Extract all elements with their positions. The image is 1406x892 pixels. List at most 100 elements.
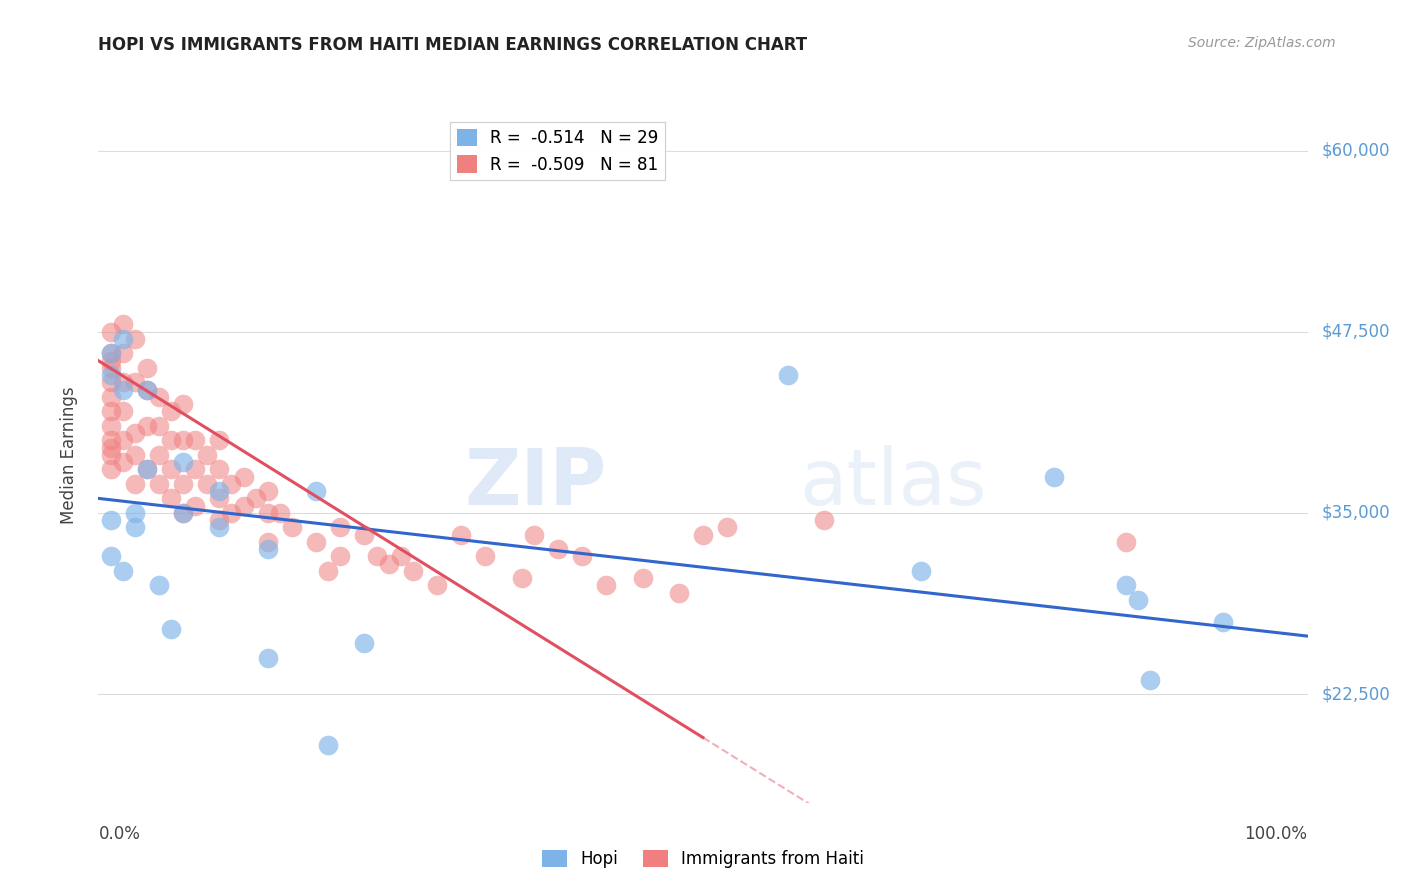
Point — [100, 462, 122, 476]
Point — [316, 564, 339, 578]
Point — [100, 549, 122, 564]
Point — [195, 448, 218, 462]
Point — [208, 513, 231, 527]
Point — [256, 535, 278, 549]
Text: Source: ZipAtlas.com: Source: ZipAtlas.com — [1188, 36, 1336, 50]
Point — [366, 549, 388, 564]
Point — [245, 491, 267, 506]
Text: $60,000: $60,000 — [1322, 142, 1391, 160]
Point — [160, 434, 183, 448]
Point — [135, 383, 157, 397]
Text: $22,500: $22,500 — [1322, 685, 1391, 703]
Point — [305, 484, 328, 499]
Point — [256, 506, 278, 520]
Point — [692, 527, 714, 541]
Text: 100.0%: 100.0% — [1244, 825, 1308, 843]
Point — [232, 469, 254, 483]
Point — [111, 376, 134, 390]
Point — [160, 622, 183, 636]
Point — [631, 571, 654, 585]
Point — [329, 549, 352, 564]
Point — [148, 419, 170, 434]
Point — [184, 499, 207, 513]
Point — [510, 571, 533, 585]
Point — [1115, 578, 1137, 592]
Point — [389, 549, 412, 564]
Point — [776, 368, 799, 383]
Point — [221, 506, 243, 520]
Point — [305, 535, 328, 549]
Point — [148, 390, 170, 404]
Text: HOPI VS IMMIGRANTS FROM HAITI MEDIAN EARNINGS CORRELATION CHART: HOPI VS IMMIGRANTS FROM HAITI MEDIAN EAR… — [98, 36, 807, 54]
Point — [595, 578, 617, 592]
Point — [402, 564, 425, 578]
Point — [100, 368, 122, 383]
Point — [910, 564, 932, 578]
Point — [547, 542, 569, 557]
Point — [184, 434, 207, 448]
Legend: R =  -0.514   N = 29, R =  -0.509   N = 81: R = -0.514 N = 29, R = -0.509 N = 81 — [450, 122, 665, 180]
Point — [184, 462, 207, 476]
Legend: Hopi, Immigrants from Haiti: Hopi, Immigrants from Haiti — [536, 843, 870, 875]
Point — [111, 332, 134, 346]
Point — [256, 542, 278, 557]
Point — [111, 383, 134, 397]
Point — [124, 376, 146, 390]
Point — [256, 651, 278, 665]
Point — [111, 455, 134, 469]
Point — [111, 564, 134, 578]
Point — [124, 477, 146, 491]
Point — [172, 397, 194, 411]
Point — [208, 491, 231, 506]
Point — [269, 506, 291, 520]
Point — [100, 441, 122, 455]
Point — [124, 332, 146, 346]
Point — [668, 585, 690, 599]
Point — [100, 346, 122, 360]
Text: $35,000: $35,000 — [1322, 504, 1391, 522]
Point — [208, 462, 231, 476]
Point — [100, 346, 122, 360]
Point — [111, 404, 134, 418]
Point — [221, 477, 243, 491]
Point — [135, 419, 157, 434]
Point — [124, 448, 146, 462]
Point — [195, 477, 218, 491]
Point — [172, 506, 194, 520]
Point — [1139, 673, 1161, 687]
Point — [100, 419, 122, 434]
Point — [135, 361, 157, 376]
Point — [160, 404, 183, 418]
Point — [100, 513, 122, 527]
Point — [353, 527, 375, 541]
Text: $47,500: $47,500 — [1322, 323, 1391, 341]
Point — [148, 578, 170, 592]
Point — [148, 477, 170, 491]
Point — [172, 455, 194, 469]
Point — [124, 506, 146, 520]
Point — [172, 434, 194, 448]
Point — [100, 325, 122, 339]
Point — [329, 520, 352, 534]
Point — [474, 549, 496, 564]
Point — [1128, 593, 1150, 607]
Y-axis label: Median Earnings: Median Earnings — [59, 386, 77, 524]
Point — [100, 376, 122, 390]
Point — [316, 738, 339, 752]
Point — [256, 484, 278, 499]
Point — [172, 477, 194, 491]
Point — [232, 499, 254, 513]
Point — [813, 513, 835, 527]
Text: ZIP: ZIP — [464, 445, 606, 521]
Point — [450, 527, 472, 541]
Point — [353, 636, 375, 650]
Point — [160, 462, 183, 476]
Point — [571, 549, 593, 564]
Point — [208, 520, 231, 534]
Point — [100, 353, 122, 368]
Point — [1115, 535, 1137, 549]
Point — [208, 484, 231, 499]
Point — [111, 346, 134, 360]
Point — [100, 448, 122, 462]
Point — [148, 448, 170, 462]
